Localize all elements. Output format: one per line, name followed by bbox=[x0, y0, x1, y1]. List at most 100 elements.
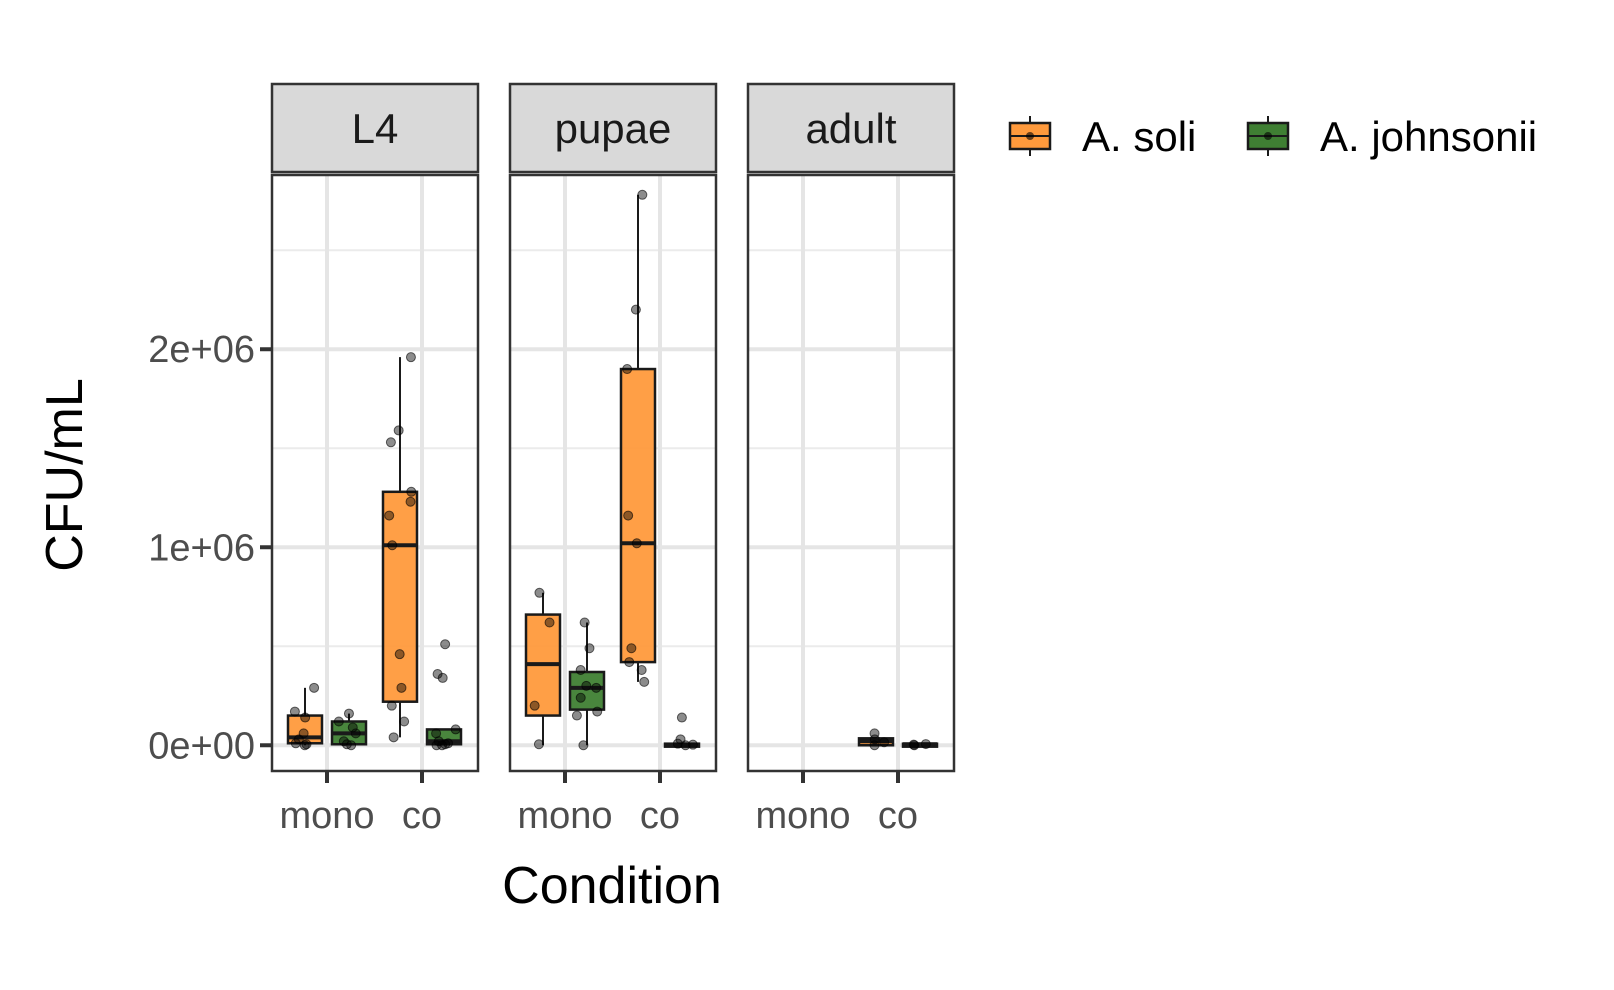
legend-label: A. soli bbox=[1082, 113, 1196, 160]
data-point bbox=[624, 657, 635, 668]
strip-background bbox=[270, 82, 480, 174]
panel-border bbox=[270, 173, 480, 773]
data-point bbox=[639, 676, 650, 687]
box-mono-ajohnsonii bbox=[330, 708, 368, 751]
box-co-ajohnsonii bbox=[663, 712, 701, 751]
x-tick-label-co: co bbox=[640, 795, 680, 837]
data-point bbox=[432, 668, 443, 679]
legend: A. soli A. johnsonii bbox=[1008, 113, 1537, 160]
data-point bbox=[630, 304, 641, 315]
data-point bbox=[529, 700, 540, 711]
data-point bbox=[406, 486, 417, 497]
data-point bbox=[623, 510, 634, 521]
facet-panel-pupae: pupae bbox=[508, 82, 718, 773]
x-axis: mono co mono co mono co bbox=[279, 771, 918, 837]
data-point bbox=[631, 538, 642, 549]
strip-label-L4: L4 bbox=[352, 105, 399, 152]
box-mono-asoli bbox=[524, 587, 562, 750]
data-point bbox=[388, 732, 399, 743]
legend-entry-ajohnsonii: A. johnsonii bbox=[1246, 113, 1537, 160]
data-point bbox=[440, 639, 451, 650]
data-point bbox=[343, 708, 354, 719]
data-point bbox=[534, 587, 545, 598]
y-tick-label: 1e+06 bbox=[148, 527, 255, 569]
data-point bbox=[920, 739, 931, 750]
facet-panels: L4 pupae adult bbox=[270, 82, 956, 773]
data-point bbox=[338, 736, 349, 747]
data-point bbox=[385, 437, 396, 448]
data-point bbox=[405, 352, 416, 363]
y-axis: 0e+00 1e+06 2e+06 bbox=[148, 329, 272, 767]
data-point bbox=[298, 728, 309, 739]
panel-background bbox=[272, 175, 478, 771]
data-point bbox=[309, 682, 320, 693]
data-point bbox=[592, 706, 603, 717]
data-point bbox=[622, 364, 633, 375]
data-point bbox=[350, 728, 361, 739]
legend-key-point bbox=[1026, 132, 1034, 140]
data-point bbox=[347, 722, 358, 733]
data-point bbox=[399, 716, 410, 727]
data-point bbox=[394, 649, 405, 660]
data-point bbox=[909, 740, 920, 751]
data-point bbox=[626, 643, 637, 654]
facet-panel-adult: adult bbox=[746, 82, 956, 773]
strip-label-pupae: pupae bbox=[555, 105, 672, 152]
data-point bbox=[579, 617, 590, 628]
y-axis-title: CFU/mL bbox=[36, 378, 94, 572]
data-point bbox=[387, 540, 398, 551]
data-point bbox=[289, 706, 300, 717]
box-body bbox=[619, 367, 657, 664]
x-tick-label-mono: mono bbox=[755, 795, 850, 837]
data-point bbox=[443, 738, 454, 749]
x-tick-label-co: co bbox=[402, 795, 442, 837]
data-point bbox=[393, 425, 404, 436]
strip-background bbox=[746, 82, 956, 174]
panel-background bbox=[748, 175, 954, 771]
data-point bbox=[636, 665, 647, 676]
strip-label-adult: adult bbox=[805, 105, 896, 152]
data-point bbox=[675, 734, 686, 745]
data-point bbox=[431, 728, 442, 739]
strip-background bbox=[508, 82, 718, 174]
legend-label: A. johnsonii bbox=[1320, 113, 1537, 160]
x-tick-label-mono: mono bbox=[517, 795, 612, 837]
panel-border bbox=[746, 173, 956, 773]
data-point bbox=[405, 496, 416, 507]
data-point bbox=[908, 739, 919, 750]
data-point bbox=[386, 700, 397, 711]
box-co-asoli bbox=[381, 352, 419, 743]
data-point bbox=[869, 728, 880, 739]
data-point bbox=[575, 692, 586, 703]
box-mono-ajohnsonii bbox=[568, 617, 606, 751]
data-point bbox=[591, 682, 602, 693]
box-body bbox=[381, 490, 419, 703]
data-point bbox=[544, 617, 555, 628]
x-axis-title: Condition bbox=[502, 857, 722, 915]
data-point bbox=[384, 510, 395, 521]
y-tick-label: 2e+06 bbox=[148, 329, 255, 371]
legend-entry-asoli: A. soli bbox=[1008, 113, 1196, 160]
data-point bbox=[581, 680, 592, 691]
data-point bbox=[533, 739, 544, 750]
data-point bbox=[300, 712, 311, 723]
box-co-asoli bbox=[619, 189, 657, 687]
data-point bbox=[879, 737, 890, 748]
y-tick-label: 0e+00 bbox=[148, 725, 255, 767]
data-point bbox=[676, 712, 687, 723]
legend-key-point bbox=[1264, 132, 1272, 140]
x-tick-label-co: co bbox=[878, 795, 918, 837]
data-point bbox=[437, 672, 448, 683]
data-point bbox=[301, 739, 312, 750]
data-point bbox=[450, 724, 461, 735]
data-point bbox=[578, 740, 589, 751]
data-point bbox=[687, 739, 698, 750]
box-mono-asoli bbox=[286, 682, 324, 751]
box-co-ajohnsonii bbox=[901, 739, 939, 751]
data-point bbox=[584, 643, 595, 654]
data-point bbox=[571, 710, 582, 721]
panel-border bbox=[508, 173, 718, 773]
data-point bbox=[575, 665, 586, 676]
data-point bbox=[637, 189, 648, 200]
